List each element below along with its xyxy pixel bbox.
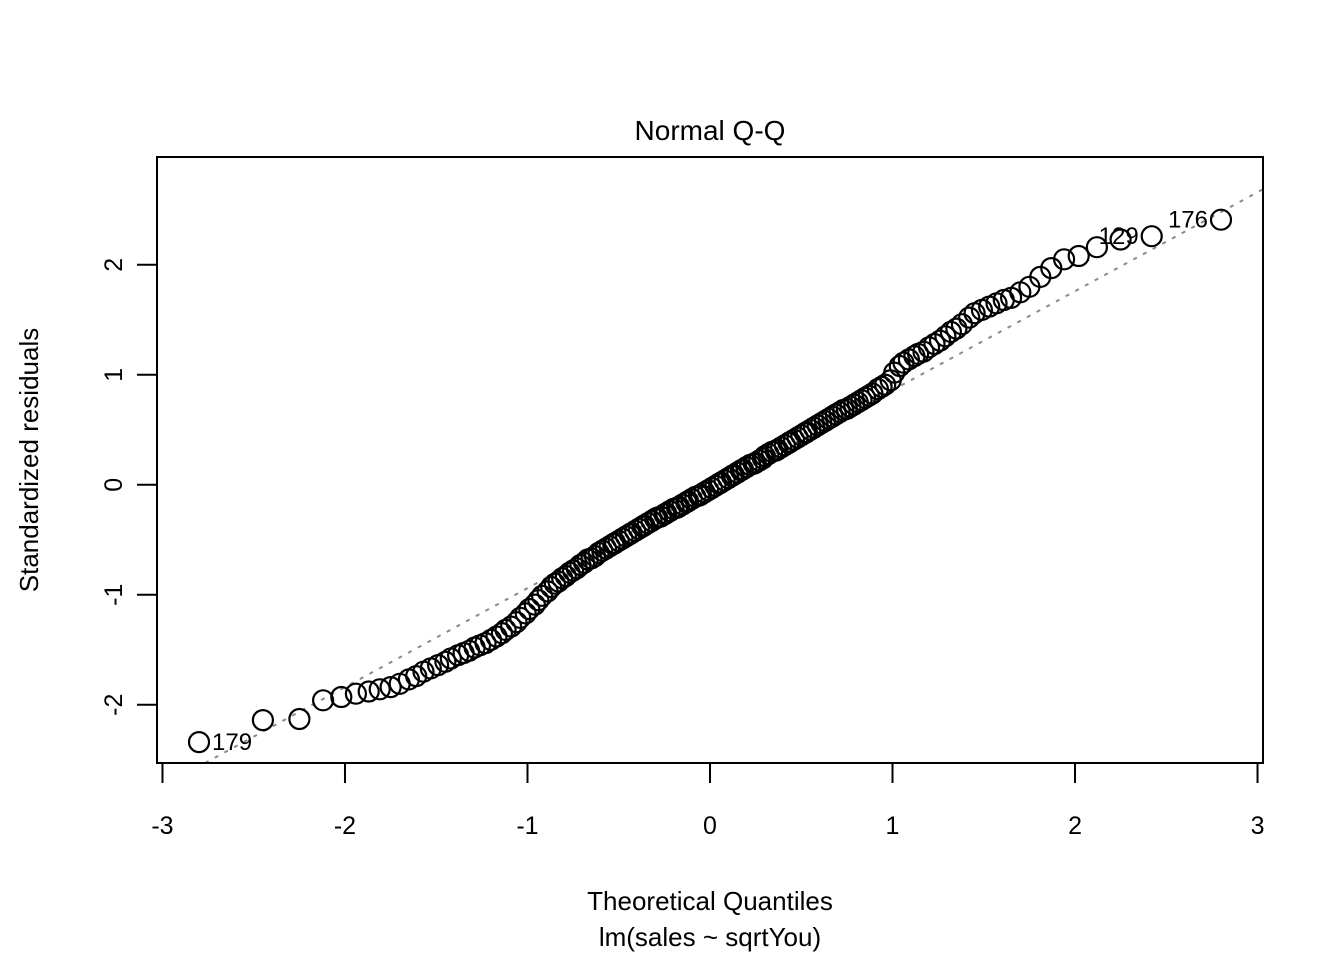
- x-axis-sublabel: lm(sales ~ sqrtYou): [599, 922, 821, 952]
- data-point: [474, 631, 497, 655]
- data-point: [917, 336, 941, 359]
- data-point: [950, 313, 974, 336]
- chart-title: Normal Q-Q: [635, 115, 786, 146]
- data-point: [561, 559, 585, 582]
- x-tick-label: 0: [703, 812, 717, 840]
- outlier-labels: 179 129 176: [212, 207, 1208, 756]
- data-point: [494, 618, 517, 642]
- y-tick-label: -2: [100, 694, 128, 716]
- data-point: [312, 689, 335, 712]
- data-point: [1067, 244, 1090, 268]
- data-point: [288, 707, 311, 731]
- data-point: [251, 708, 274, 732]
- data-point: [1209, 208, 1233, 231]
- x-tick-label: 3: [1251, 812, 1265, 840]
- data-point: [357, 680, 380, 703]
- plot-box: [156, 156, 1264, 764]
- y-tick-label: 0: [100, 478, 128, 492]
- data-point: [379, 675, 402, 699]
- point-label: 176: [1168, 207, 1208, 234]
- data-point: [330, 685, 353, 709]
- data-point: [187, 730, 211, 754]
- y-tick-label: 2: [100, 258, 128, 272]
- data-point: [434, 650, 457, 673]
- point-label: 129: [1099, 223, 1139, 250]
- data-point: [543, 572, 567, 595]
- data-point: [939, 320, 963, 343]
- data-point: [368, 678, 391, 701]
- data-points: [187, 208, 1233, 754]
- data-point: [945, 317, 968, 340]
- x-tick-label: 2: [1068, 812, 1082, 840]
- data-point: [1085, 236, 1109, 259]
- data-point: [1052, 248, 1076, 271]
- x-tick-label: 1: [886, 812, 900, 840]
- axis-ticks: -3 -2 -1 0 1 2 3 -2 -1 0 1 2: [100, 258, 1264, 840]
- x-tick-label: -3: [151, 812, 173, 840]
- data-point: [912, 340, 935, 363]
- x-axis-label: Theoretical Quantiles: [587, 886, 833, 916]
- data-point: [1140, 225, 1163, 248]
- qq-line: [204, 188, 1264, 764]
- qq-reference-line: [204, 188, 1264, 764]
- x-tick-label: -1: [516, 812, 538, 840]
- data-point: [934, 325, 957, 348]
- data-point: [1109, 228, 1132, 251]
- data-point: [923, 332, 946, 356]
- y-tick-label: 1: [100, 368, 128, 382]
- data-point: [958, 306, 981, 329]
- data-point: [344, 682, 367, 705]
- y-axis-label: Standardized residuals: [14, 328, 44, 593]
- data-point: [554, 564, 577, 588]
- point-label: 179: [212, 729, 252, 756]
- x-tick-label: -2: [334, 812, 356, 840]
- y-tick-label: -1: [100, 584, 128, 606]
